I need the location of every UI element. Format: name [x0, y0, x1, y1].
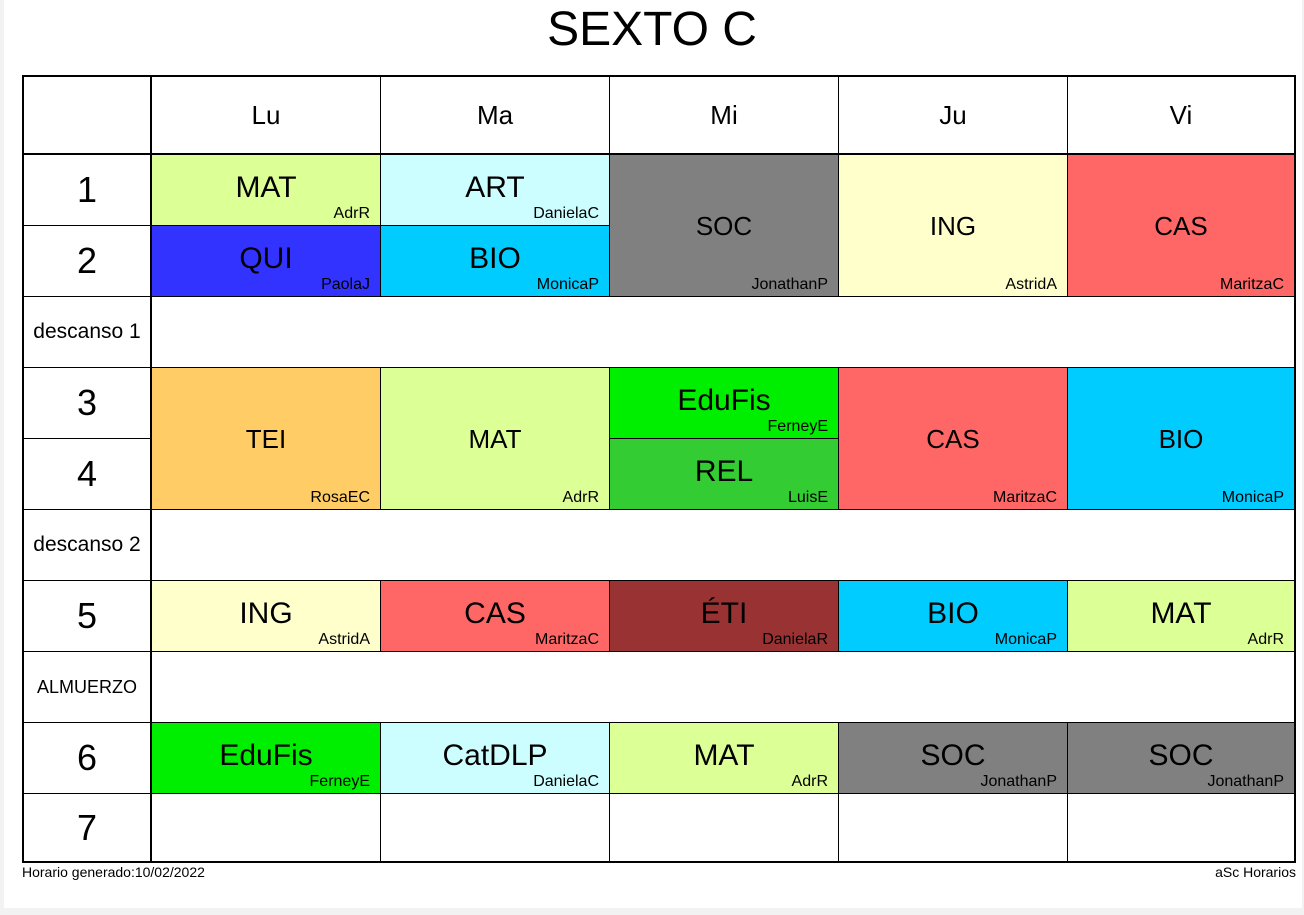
- subject-label: BIO: [469, 242, 521, 275]
- lesson-cell: BIO MonicaP: [1068, 368, 1294, 510]
- lesson-cell: SOC JonathanP: [839, 723, 1068, 794]
- subject-label: ING: [239, 597, 293, 630]
- day-header-ma: Ma: [381, 77, 610, 155]
- teacher-label: AdrR: [562, 489, 599, 506]
- lesson-cell: CAS MaritzaC: [1068, 155, 1294, 297]
- subject-label: BIO: [1158, 424, 1204, 454]
- lesson-cell: CAS MaritzaC: [381, 581, 610, 652]
- subject-label: SOC: [920, 739, 986, 772]
- teacher-label: JonathanP: [751, 276, 828, 293]
- teacher-label: MonicaP: [536, 276, 599, 293]
- teacher-label: FerneyE: [767, 418, 828, 435]
- teacher-label: MonicaP: [1221, 489, 1284, 506]
- teacher-label: JonathanP: [980, 773, 1057, 790]
- break-2-row: [152, 510, 1294, 581]
- subject-label: ÉTI: [700, 597, 748, 630]
- subject-label: SOC: [695, 211, 753, 241]
- lunch-label: ALMUERZO: [24, 652, 152, 723]
- lesson-cell: ING AstridA: [839, 155, 1068, 297]
- subject-label: MAT: [693, 739, 755, 772]
- lesson-cell: CatDLP DanielaC: [381, 723, 610, 794]
- lesson-cell: REL LuisE: [610, 439, 839, 510]
- teacher-label: PaolaJ: [321, 276, 370, 293]
- subject-label: ING: [929, 211, 977, 241]
- corner-cell: [24, 77, 152, 155]
- empty-cell: [381, 794, 610, 861]
- lesson-cell: ÉTI DanielaR: [610, 581, 839, 652]
- teacher-label: LuisE: [787, 489, 828, 506]
- teacher-label: MonicaP: [994, 631, 1057, 648]
- empty-cell: [839, 794, 1068, 861]
- break-1-row: [152, 297, 1294, 368]
- subject-label: QUI: [239, 242, 293, 275]
- subject-label: SOC: [1148, 739, 1214, 772]
- empty-cell: [1068, 794, 1294, 861]
- teacher-label: DanielaR: [762, 631, 828, 648]
- day-header-vi: Vi: [1068, 77, 1294, 155]
- subject-label: CAS: [1154, 211, 1208, 241]
- brand-label: aSc Horarios: [1215, 864, 1296, 880]
- period-2: 2: [24, 226, 152, 297]
- lesson-cell: BIO MonicaP: [839, 581, 1068, 652]
- teacher-label: DanielaC: [533, 773, 599, 790]
- subject-label: REL: [694, 455, 754, 488]
- period-3: 3: [24, 368, 152, 439]
- day-header-lu: Lu: [152, 77, 381, 155]
- subject-label: CatDLP: [442, 739, 548, 772]
- teacher-label: AdrR: [1247, 631, 1284, 648]
- lesson-cell: MAT AdrR: [1068, 581, 1294, 652]
- teacher-label: JonathanP: [1207, 773, 1284, 790]
- teacher-label: AdrR: [791, 773, 828, 790]
- lesson-cell: SOC JonathanP: [610, 155, 839, 297]
- teacher-label: MaritzaC: [534, 631, 599, 648]
- lesson-cell: EduFis FerneyE: [610, 368, 839, 439]
- lesson-cell: QUI PaolaJ: [152, 226, 381, 297]
- subject-label: TEI: [245, 424, 287, 454]
- teacher-label: MaritzaC: [1219, 276, 1284, 293]
- period-5: 5: [24, 581, 152, 652]
- subject-label: MAT: [468, 424, 522, 454]
- lesson-cell: TEI RosaEC: [152, 368, 381, 510]
- lunch-row: [152, 652, 1294, 723]
- empty-cell: [610, 794, 839, 861]
- page-title: SEXTO C: [547, 3, 757, 56]
- subject-label: MAT: [1150, 597, 1212, 630]
- subject-label: BIO: [927, 597, 979, 630]
- period-4: 4: [24, 439, 152, 510]
- teacher-label: MaritzaC: [992, 489, 1057, 506]
- period-1: 1: [24, 155, 152, 226]
- teacher-label: AdrR: [333, 205, 370, 222]
- teacher-label: AstridA: [318, 631, 370, 648]
- subject-label: MAT: [235, 171, 297, 204]
- lesson-cell: ART DanielaC: [381, 155, 610, 226]
- break-2-label: descanso 2: [24, 510, 152, 581]
- lesson-cell: MAT AdrR: [610, 723, 839, 794]
- period-6: 6: [24, 723, 152, 794]
- teacher-label: DanielaC: [533, 205, 599, 222]
- period-7: 7: [24, 794, 152, 861]
- teacher-label: FerneyE: [309, 773, 370, 790]
- timetable-grid: Lu Ma Mi Ju Vi 1 2 descanso 1 3 4 descan…: [22, 75, 1296, 863]
- generated-date: Horario generado:10/02/2022: [22, 864, 205, 880]
- teacher-label: AstridA: [1005, 276, 1057, 293]
- subject-label: EduFis: [219, 739, 313, 772]
- lesson-cell: EduFis FerneyE: [152, 723, 381, 794]
- subject-label: CAS: [464, 597, 526, 630]
- lesson-cell: BIO MonicaP: [381, 226, 610, 297]
- break-1-label: descanso 1: [24, 297, 152, 368]
- day-header-ju: Ju: [839, 77, 1068, 155]
- lesson-cell: CAS MaritzaC: [839, 368, 1068, 510]
- lesson-cell: SOC JonathanP: [1068, 723, 1294, 794]
- teacher-label: RosaEC: [310, 489, 370, 506]
- lesson-cell: MAT AdrR: [152, 155, 381, 226]
- subject-label: EduFis: [677, 384, 771, 417]
- day-header-mi: Mi: [610, 77, 839, 155]
- lesson-cell: MAT AdrR: [381, 368, 610, 510]
- empty-cell: [152, 794, 381, 861]
- lesson-cell: ING AstridA: [152, 581, 381, 652]
- subject-label: ART: [465, 171, 525, 204]
- subject-label: CAS: [926, 424, 980, 454]
